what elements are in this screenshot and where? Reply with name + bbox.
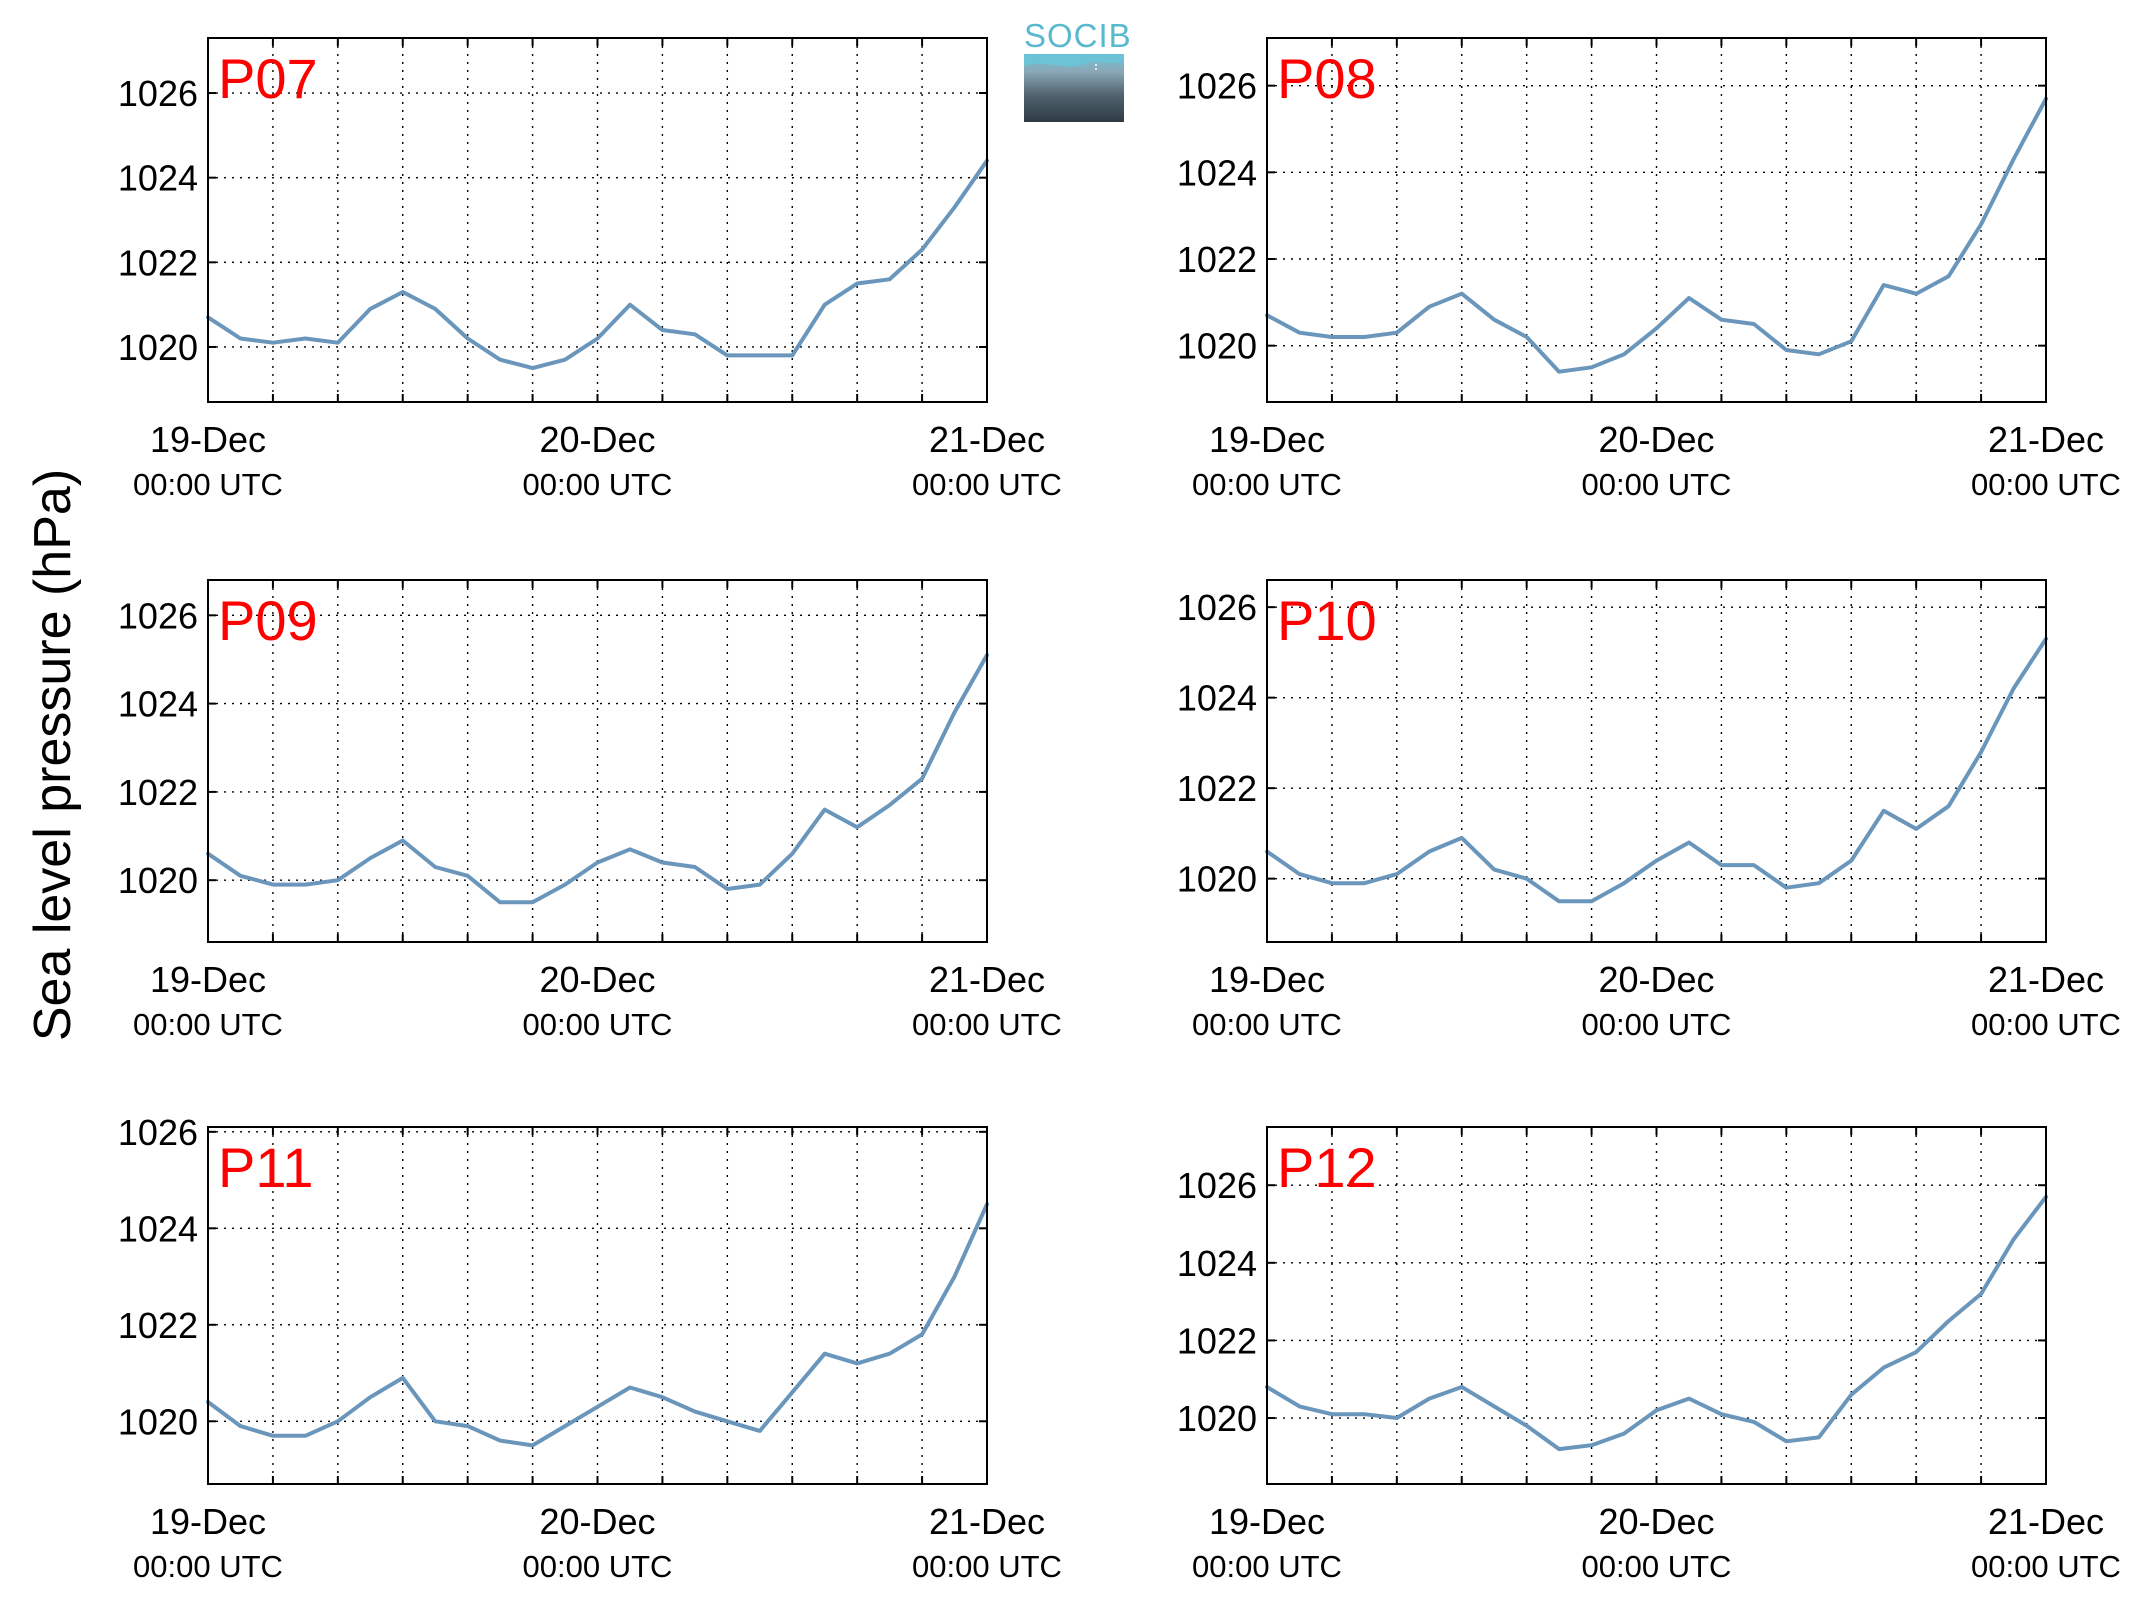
x-tick-label-time: 00:00 UTC (1582, 467, 1732, 502)
y-tick-label: 1026 (118, 73, 198, 114)
x-tick-label-date: 19-Dec (150, 959, 266, 1000)
y-tick-label: 1020 (118, 1401, 198, 1442)
socib-logo: SOCIB (1024, 17, 1132, 122)
y-tick-label: 1024 (1177, 1243, 1257, 1284)
series-line-p11 (206, 1202, 989, 1448)
y-tick-label: 1022 (1177, 1320, 1257, 1361)
x-tick-label-date: 19-Dec (1209, 959, 1325, 1000)
panel-label: P10 (1277, 589, 1377, 652)
y-tick-label: 1022 (1177, 768, 1257, 809)
plot-frame (207, 579, 988, 943)
x-tick-label-time: 00:00 UTC (1192, 1549, 1342, 1584)
x-tick-label-date: 19-Dec (1209, 1501, 1325, 1542)
plot-frame (207, 37, 988, 403)
panel-label: P07 (218, 47, 318, 110)
x-tick-label-date: 21-Dec (929, 419, 1045, 460)
x-tick-label-date: 21-Dec (1988, 959, 2104, 1000)
plot-frame (1266, 579, 2047, 943)
x-tick-label-date: 21-Dec (929, 1501, 1045, 1542)
y-tick-label: 1024 (118, 684, 198, 725)
x-tick-label-time: 00:00 UTC (1582, 1549, 1732, 1584)
y-axis-label: Sea level pressure (hPa) (24, 469, 82, 1041)
y-tick-label: 1026 (1177, 1165, 1257, 1206)
panel-label: P08 (1277, 47, 1377, 110)
y-tick-label: 1020 (1177, 1398, 1257, 1439)
x-tick-label-date: 21-Dec (1988, 419, 2104, 460)
y-tick-label: 1020 (1177, 326, 1257, 367)
series-line-p10 (1265, 636, 2048, 904)
panel-label: P12 (1277, 1136, 1377, 1199)
series-line-p09 (206, 653, 989, 905)
y-tick-label: 1022 (118, 772, 198, 813)
x-tick-label-time: 00:00 UTC (912, 1549, 1062, 1584)
x-tick-label-time: 00:00 UTC (1582, 1007, 1732, 1042)
chart-panel-p10: 1020 1022 1024 1026 19-Dec 00:00 UTC 20-Dec 00:… (1177, 579, 2121, 1042)
x-tick-label-date: 20-Dec (1598, 1501, 1714, 1542)
y-tick-label: 1024 (1177, 678, 1257, 719)
x-tick-label-time: 00:00 UTC (1192, 467, 1342, 502)
x-tick-label-date: 19-Dec (150, 1501, 266, 1542)
y-tick-label: 1020 (118, 860, 198, 901)
panel-label: P09 (218, 589, 318, 652)
x-tick-label-date: 21-Dec (929, 959, 1045, 1000)
y-tick-label: 1026 (1177, 587, 1257, 628)
logo-wave-icon (1024, 54, 1124, 72)
logo-text: SOCIB (1024, 17, 1132, 54)
y-tick-label: 1022 (118, 1305, 198, 1346)
x-tick-label-time: 00:00 UTC (1971, 1549, 2121, 1584)
y-tick-label: 1026 (1177, 66, 1257, 107)
x-tick-label-date: 20-Dec (1598, 419, 1714, 460)
x-tick-label-time: 00:00 UTC (133, 1007, 283, 1042)
series-line-p07 (206, 158, 989, 371)
x-tick-label-time: 00:00 UTC (523, 467, 673, 502)
x-tick-label-time: 00:00 UTC (1971, 1007, 2121, 1042)
x-tick-label-time: 00:00 UTC (1971, 467, 2121, 502)
x-tick-label-date: 20-Dec (539, 1501, 655, 1542)
x-tick-label-time: 00:00 UTC (1192, 1007, 1342, 1042)
chart-panel-p11: 1020 1022 1024 1026 19-Dec 00:00 UTC 20-Dec 00:… (118, 1112, 1062, 1584)
x-tick-label-date: 20-Dec (539, 419, 655, 460)
x-tick-label-time: 00:00 UTC (523, 1007, 673, 1042)
x-tick-label-date: 20-Dec (539, 959, 655, 1000)
chart-panels: 1020 1022 1024 1026 19-Dec 00:00 UTC 20-Dec 00:… (118, 37, 2121, 1584)
plot-frame (1266, 37, 2047, 403)
x-tick-label-time: 00:00 UTC (133, 467, 283, 502)
y-tick-label: 1026 (118, 595, 198, 636)
x-tick-label-time: 00:00 UTC (133, 1549, 283, 1584)
y-tick-label: 1024 (118, 158, 198, 199)
y-tick-label: 1024 (118, 1208, 198, 1249)
x-tick-label-date: 19-Dec (150, 419, 266, 460)
series-line-p12 (1265, 1194, 2048, 1452)
chart-panel-p09: 1020 1022 1024 1026 19-Dec 00:00 UTC 20-Dec 00:… (118, 579, 1062, 1042)
y-tick-label: 1022 (118, 242, 198, 283)
chart-panel-p12: 1020 1022 1024 1026 19-Dec 00:00 UTC 20-Dec 00:… (1177, 1126, 2121, 1584)
x-tick-label-date: 21-Dec (1988, 1501, 2104, 1542)
plot-frame (207, 1126, 988, 1485)
x-tick-label-date: 20-Dec (1598, 959, 1714, 1000)
chart-panel-p07: 1020 1022 1024 1026 19-Dec 00:00 UTC 20-Dec 00:… (118, 37, 1062, 502)
plot-frame (1266, 1126, 2047, 1485)
chart-panel-p08: 1020 1022 1024 1026 19-Dec 00:00 UTC 20-Dec 00:… (1177, 37, 2121, 502)
y-tick-label: 1020 (118, 327, 198, 368)
x-tick-label-date: 19-Dec (1209, 419, 1325, 460)
y-tick-label: 1026 (118, 1112, 198, 1153)
series-line-p08 (1265, 96, 2048, 374)
x-tick-label-time: 00:00 UTC (912, 1007, 1062, 1042)
y-tick-label: 1020 (1177, 859, 1257, 900)
panel-label: P11 (218, 1136, 313, 1199)
y-tick-label: 1024 (1177, 152, 1257, 193)
y-tick-label: 1022 (1177, 239, 1257, 280)
x-tick-label-time: 00:00 UTC (912, 467, 1062, 502)
x-tick-label-time: 00:00 UTC (523, 1549, 673, 1584)
